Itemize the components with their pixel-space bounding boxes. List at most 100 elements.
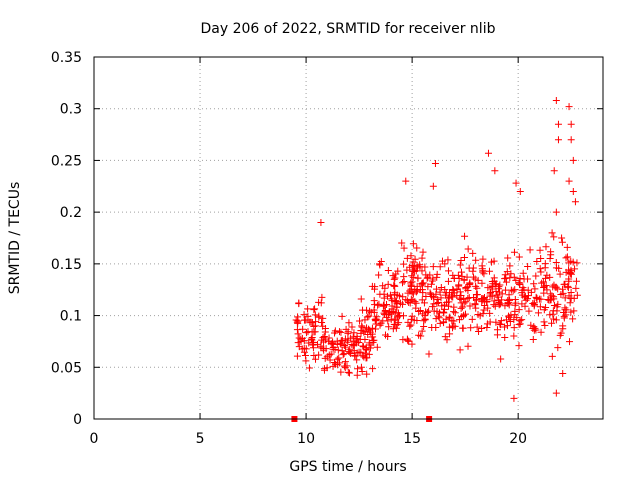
data-point [540, 282, 548, 290]
data-point [323, 364, 331, 372]
data-point [497, 321, 505, 329]
data-point [550, 301, 558, 309]
data-point [519, 284, 527, 292]
data-point [530, 323, 538, 331]
data-point [437, 284, 445, 292]
data-point [346, 369, 354, 377]
data-point [505, 301, 513, 309]
data-point [550, 167, 558, 175]
data-point [559, 285, 567, 293]
data-point [392, 297, 400, 305]
data-point [311, 305, 319, 313]
data-point [344, 368, 352, 376]
data-point [310, 306, 318, 314]
data-point [442, 315, 450, 323]
data-point [389, 325, 397, 333]
data-point [566, 270, 574, 278]
data-point [409, 258, 417, 266]
data-point [307, 335, 315, 343]
data-point [293, 352, 301, 360]
data-point [425, 350, 433, 358]
data-point [352, 337, 360, 345]
data-point [542, 243, 550, 251]
data-point [561, 294, 569, 302]
data-point [426, 289, 434, 297]
data-point [433, 299, 441, 307]
data-point [383, 300, 391, 308]
data-point [530, 326, 538, 334]
data-point [368, 330, 376, 338]
data-point [486, 309, 494, 317]
data-point [338, 312, 346, 320]
data-point [501, 302, 509, 310]
data-point [444, 267, 452, 275]
data-point [532, 272, 540, 280]
data-point [547, 248, 555, 256]
data-point [480, 270, 488, 278]
data-point [424, 273, 432, 281]
data-point [400, 244, 408, 252]
data-point [381, 284, 389, 292]
data-point [341, 358, 349, 366]
data-point [536, 303, 544, 311]
data-point [357, 363, 365, 371]
data-point [557, 291, 565, 299]
data-point [391, 321, 399, 329]
data-point [506, 318, 514, 326]
data-point [361, 335, 369, 343]
data-point [570, 307, 578, 315]
x-tick-label: 10 [297, 431, 315, 447]
data-point [302, 357, 310, 365]
data-point [457, 299, 465, 307]
data-point [461, 232, 469, 240]
data-point [421, 263, 429, 271]
data-point [373, 343, 381, 351]
data-point [381, 331, 389, 339]
data-point [385, 323, 393, 331]
data-point [400, 273, 408, 281]
data-point [350, 329, 358, 337]
data-point [363, 370, 371, 378]
data-point [498, 296, 506, 304]
data-point [437, 294, 445, 302]
data-point [411, 298, 419, 306]
data-point [526, 246, 534, 254]
data-point [418, 254, 426, 262]
data-point [432, 315, 440, 323]
data-point [335, 328, 343, 336]
plot-frame [93, 56, 604, 420]
data-point [373, 313, 381, 321]
data-point [372, 316, 380, 324]
data-point [506, 262, 514, 270]
grid-layer [94, 57, 603, 419]
data-point [502, 278, 510, 286]
data-point [390, 275, 398, 283]
data-point [516, 275, 524, 283]
data-point [308, 318, 316, 326]
data-point [392, 324, 400, 332]
data-point [450, 308, 458, 316]
data-point [403, 335, 411, 343]
data-point [408, 312, 416, 320]
data-point [432, 285, 440, 293]
data-point [552, 316, 560, 324]
data-point [347, 334, 355, 342]
data-point [443, 336, 451, 344]
data-point [479, 295, 487, 303]
data-point [469, 249, 477, 257]
data-point [331, 327, 339, 335]
data-point [335, 354, 343, 362]
data-point [305, 339, 313, 347]
data-point [515, 253, 523, 261]
data-point [566, 338, 574, 346]
data-point [339, 351, 347, 359]
data-point [420, 299, 428, 307]
data-point [521, 302, 529, 310]
data-point [518, 316, 526, 324]
data-point [473, 323, 481, 331]
data-point [394, 267, 402, 275]
data-point [432, 290, 440, 298]
data-point [521, 292, 529, 300]
data-point [562, 306, 570, 314]
data-point [337, 328, 345, 336]
